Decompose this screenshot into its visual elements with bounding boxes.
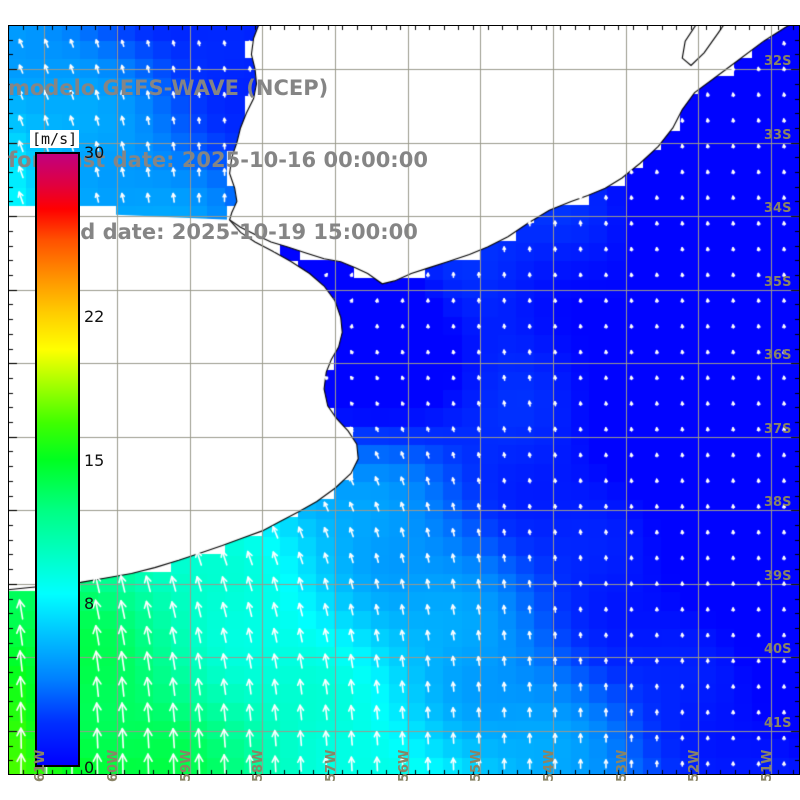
lon-label-51W: 51W (759, 749, 775, 782)
lat-label-39S: 39S (764, 568, 792, 584)
lat-label-36S: 36S (764, 348, 792, 364)
lon-label-57W: 57W (323, 749, 339, 782)
lat-label-37S: 37S (764, 421, 792, 437)
title-line-valid-date: valid date: 2025-10-19 15:00:00 (38, 220, 418, 244)
lat-label-32S: 32S (764, 54, 792, 70)
chart-title: modelo GEFS-WAVE (NCEP) forecast date: 2… (8, 28, 608, 292)
lon-label-54W: 54W (541, 749, 557, 782)
colorbar-tick-30: 30 (84, 143, 105, 162)
colorbar-tick-8: 8 (84, 594, 95, 613)
lat-label-38S: 38S (764, 495, 792, 511)
lon-label-59W: 59W (178, 749, 194, 782)
lat-label-34S: 34S (764, 201, 792, 217)
lat-label-40S: 40S (764, 642, 792, 658)
lon-label-58W: 58W (251, 749, 267, 782)
lat-label-33S: 33S (764, 127, 792, 143)
colorbar-tick-22: 22 (84, 307, 105, 326)
lon-label-52W: 52W (687, 749, 703, 782)
lat-label-41S: 41S (764, 715, 792, 731)
lon-label-53W: 53W (614, 749, 630, 782)
colorbar-tick-0: 0 (84, 758, 95, 777)
lon-label-61W: 61W (33, 749, 49, 782)
lon-label-55W: 55W (469, 749, 485, 782)
colorbar-unit-label: [m/s] (30, 130, 80, 148)
colorbar-gradient (35, 152, 80, 767)
title-line-model: modelo GEFS-WAVE (NCEP) (8, 76, 329, 100)
colorbar-tick-15: 15 (84, 450, 105, 470)
lat-label-35S: 35S (764, 274, 792, 290)
lon-label-60W: 60W (105, 749, 121, 782)
lon-label-56W: 56W (396, 749, 412, 782)
